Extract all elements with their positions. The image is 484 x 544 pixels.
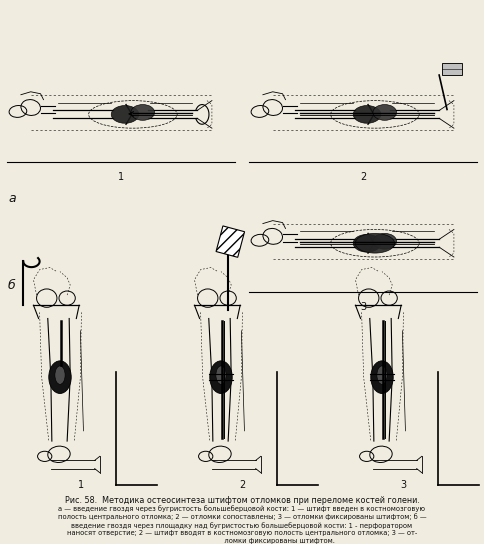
Text: Рис. 58.  Методика остеосинтеза штифтом отломков при переломе костей голени.: Рис. 58. Методика остеосинтеза штифтом о…: [64, 496, 420, 505]
Ellipse shape: [131, 104, 154, 120]
Ellipse shape: [371, 361, 393, 393]
Text: 2: 2: [360, 172, 366, 182]
Bar: [442, 63, 462, 75]
Text: а: а: [8, 192, 15, 205]
Text: 1: 1: [118, 172, 124, 182]
Ellipse shape: [355, 233, 394, 253]
Text: 3: 3: [360, 302, 366, 312]
Ellipse shape: [55, 366, 65, 384]
Ellipse shape: [353, 106, 381, 123]
Ellipse shape: [373, 233, 396, 249]
Ellipse shape: [210, 361, 232, 393]
Ellipse shape: [377, 366, 387, 384]
Ellipse shape: [111, 106, 139, 123]
Bar: [216, 226, 244, 257]
Text: 3: 3: [400, 480, 406, 490]
Text: 2: 2: [239, 480, 245, 490]
Ellipse shape: [353, 234, 381, 252]
Ellipse shape: [216, 366, 226, 384]
Ellipse shape: [373, 104, 396, 120]
Text: а — введение гвоздя через бугристость большеберцовой кости: 1 — штифт введен в к: а — введение гвоздя через бугристость бо…: [58, 505, 426, 544]
Ellipse shape: [49, 361, 71, 393]
Text: б: б: [8, 279, 16, 292]
Text: 1: 1: [78, 480, 84, 490]
